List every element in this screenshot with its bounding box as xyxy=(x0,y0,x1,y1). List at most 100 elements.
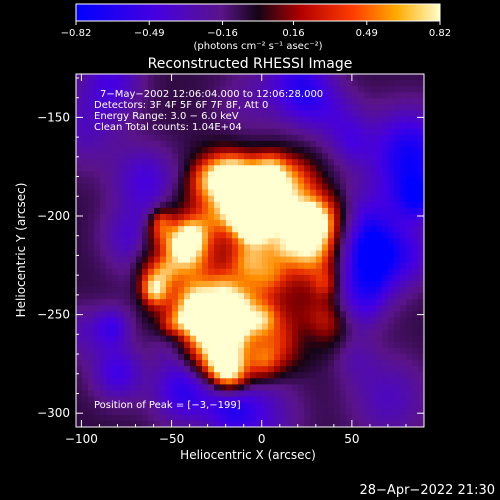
heatmap-cell xyxy=(130,244,137,252)
heatmap-cell xyxy=(358,366,365,373)
heatmap-cell xyxy=(274,116,281,124)
heatmap-cell xyxy=(412,287,419,294)
heatmap-cell xyxy=(280,420,287,427)
heatmap-cell xyxy=(238,238,245,246)
heatmap-cell xyxy=(316,122,323,130)
heatmap-cell xyxy=(298,420,305,427)
heatmap-cell xyxy=(406,347,413,355)
heatmap-cell xyxy=(418,74,424,81)
heatmap-cell xyxy=(412,414,419,422)
heatmap-cell xyxy=(112,134,119,142)
heatmap-cell xyxy=(154,250,161,258)
heatmap-cell xyxy=(256,147,263,154)
heatmap-cell xyxy=(310,220,317,227)
heatmap-cell xyxy=(298,372,305,379)
heatmap-cell xyxy=(118,171,125,179)
heatmap-cell xyxy=(232,341,239,349)
heatmap-cell xyxy=(124,341,131,349)
heatmap-cell xyxy=(76,329,83,337)
heatmap-cell xyxy=(406,299,413,306)
heatmap-cell xyxy=(286,74,293,81)
heatmap-cell xyxy=(346,250,353,258)
heatmap-cell xyxy=(364,189,371,197)
heatmap-cell xyxy=(322,341,329,349)
heatmap-cell xyxy=(166,341,173,349)
heatmap-cell xyxy=(202,378,209,385)
heatmap-cell xyxy=(172,207,179,215)
heatmap-cell xyxy=(328,311,335,319)
heatmap-cell xyxy=(292,390,299,398)
heatmap-cell xyxy=(268,134,275,142)
heatmap-cell xyxy=(130,402,137,410)
annotation-peak-position: Position of Peak = [−3,−199] xyxy=(94,400,241,411)
heatmap-cell xyxy=(166,104,173,112)
heatmap-cell xyxy=(214,402,221,410)
heatmap-cell xyxy=(118,378,125,385)
heatmap-cell xyxy=(388,183,395,191)
heatmap-cell xyxy=(112,408,119,416)
heatmap-cell xyxy=(232,86,239,93)
heatmap-cell xyxy=(238,128,245,136)
heatmap-cell xyxy=(358,311,365,319)
heatmap-cell xyxy=(118,420,125,427)
heatmap-cell xyxy=(400,171,407,179)
heatmap-cell xyxy=(130,86,137,93)
heatmap-cell xyxy=(292,268,299,276)
heatmap-cell xyxy=(418,147,424,154)
heatmap-cell xyxy=(106,372,113,379)
heatmap-cell xyxy=(274,360,281,367)
heatmap-cell xyxy=(100,147,107,154)
heatmap-cell xyxy=(268,402,275,410)
heatmap-cell xyxy=(172,195,179,203)
heatmap-cell xyxy=(148,207,155,215)
heatmap-cell xyxy=(400,177,407,185)
heatmap-cell xyxy=(232,360,239,367)
heatmap-cell xyxy=(100,134,107,142)
heatmap-cells xyxy=(76,74,424,427)
heatmap-cell xyxy=(244,408,251,416)
heatmap-cell xyxy=(310,305,317,312)
heatmap-cell xyxy=(220,213,227,221)
heatmap-cell xyxy=(298,98,305,106)
heatmap-cell xyxy=(334,329,341,337)
heatmap-cell xyxy=(202,159,209,166)
heatmap-cell xyxy=(268,159,275,166)
heatmap-cell xyxy=(142,189,149,197)
heatmap-cell xyxy=(166,384,173,392)
heatmap-cell xyxy=(172,378,179,385)
heatmap-cell xyxy=(160,311,167,319)
heatmap-cell xyxy=(142,274,149,282)
heatmap-cell xyxy=(148,299,155,306)
heatmap-cell xyxy=(232,92,239,99)
heatmap-cell xyxy=(208,390,215,398)
heatmap-cell xyxy=(112,159,119,166)
heatmap-cell xyxy=(274,122,281,130)
heatmap-cell xyxy=(316,335,323,343)
heatmap-cell xyxy=(400,159,407,166)
heatmap-cell xyxy=(406,147,413,154)
heatmap-cell xyxy=(412,238,419,246)
heatmap-cell xyxy=(376,262,383,270)
heatmap-cell xyxy=(178,311,185,319)
heatmap-cell xyxy=(202,147,209,154)
heatmap-cell xyxy=(184,92,191,99)
heatmap-cell xyxy=(334,232,341,239)
heatmap-cell xyxy=(298,171,305,179)
heatmap-cell xyxy=(394,74,401,81)
heatmap-cell xyxy=(280,341,287,349)
heatmap-cell xyxy=(304,420,311,427)
heatmap-cell xyxy=(406,159,413,166)
heatmap-cell xyxy=(148,390,155,398)
heatmap-cell xyxy=(94,98,101,106)
heatmap-cell xyxy=(136,317,143,325)
heatmap-cell xyxy=(184,347,191,355)
heatmap-cell xyxy=(142,414,149,422)
heatmap-cell xyxy=(352,122,359,130)
heatmap-cell xyxy=(280,177,287,185)
heatmap-cell xyxy=(316,134,323,142)
heatmap-cell xyxy=(76,238,83,246)
heatmap-cell xyxy=(358,189,365,197)
heatmap-cell xyxy=(334,122,341,130)
heatmap-cell xyxy=(250,408,257,416)
heatmap-cell xyxy=(112,92,119,99)
